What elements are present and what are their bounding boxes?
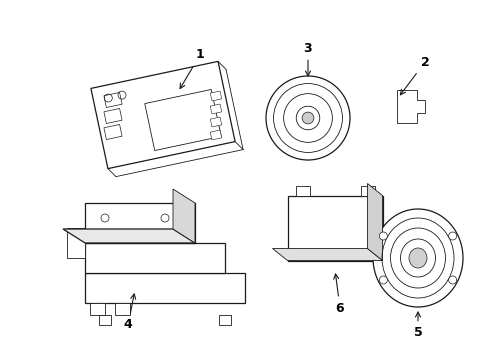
- Text: 2: 2: [400, 55, 428, 95]
- Bar: [90, 303, 105, 315]
- Circle shape: [101, 214, 109, 222]
- Ellipse shape: [408, 248, 426, 268]
- Polygon shape: [210, 117, 221, 127]
- Polygon shape: [173, 189, 195, 243]
- Polygon shape: [367, 184, 382, 261]
- Circle shape: [447, 276, 456, 284]
- Polygon shape: [210, 104, 221, 114]
- Text: 3: 3: [303, 41, 312, 76]
- Polygon shape: [104, 125, 122, 140]
- Bar: [85, 243, 224, 273]
- Polygon shape: [272, 248, 382, 261]
- Bar: [67, 228, 85, 258]
- Bar: [85, 273, 244, 303]
- Bar: [115, 303, 130, 315]
- Polygon shape: [104, 108, 122, 123]
- Circle shape: [302, 112, 313, 124]
- Polygon shape: [144, 89, 221, 150]
- Text: 6: 6: [333, 274, 344, 315]
- Polygon shape: [63, 229, 195, 243]
- Bar: [360, 185, 374, 195]
- Text: 1: 1: [180, 49, 204, 89]
- Circle shape: [161, 214, 169, 222]
- Polygon shape: [104, 93, 122, 108]
- Polygon shape: [210, 130, 221, 140]
- Bar: [99, 315, 111, 325]
- Bar: [85, 203, 195, 243]
- Text: 5: 5: [413, 312, 422, 339]
- Bar: [295, 185, 309, 195]
- Polygon shape: [396, 90, 424, 123]
- Polygon shape: [91, 62, 235, 168]
- Circle shape: [379, 276, 386, 284]
- Polygon shape: [210, 91, 221, 101]
- Circle shape: [447, 232, 456, 240]
- Bar: [219, 315, 230, 325]
- Circle shape: [379, 232, 386, 240]
- Circle shape: [265, 76, 349, 160]
- Ellipse shape: [372, 209, 462, 307]
- Bar: [287, 195, 382, 261]
- Text: 4: 4: [123, 294, 135, 332]
